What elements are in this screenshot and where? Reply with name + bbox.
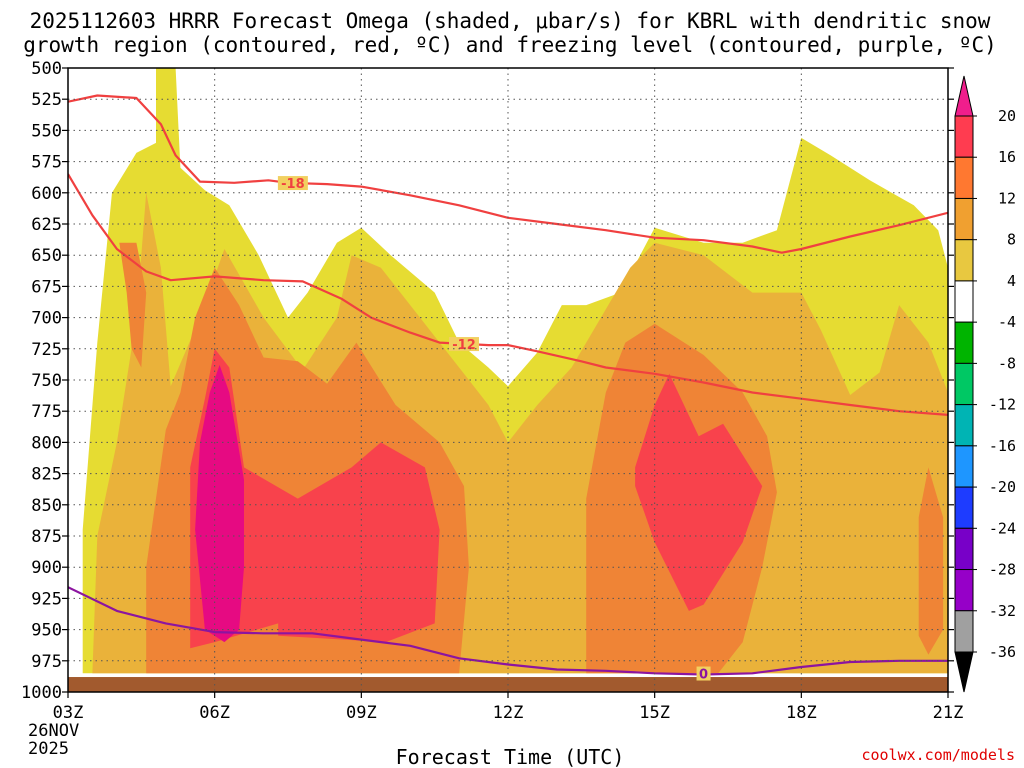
colorbar-label--8: -8 (998, 354, 1016, 372)
colorbar-swatch-8 (954, 445, 974, 488)
omega-band-12-5 (918, 467, 944, 655)
y-tick-label-600: 600 (31, 184, 62, 204)
isotherm-label--18: -18 (281, 177, 305, 192)
y-tick-label-1000: 1000 (21, 683, 62, 703)
isotherm-contours: -18 -12 0 (68, 94, 948, 683)
y-tick-label-925: 925 (31, 589, 62, 609)
isotherm-label-bg-0 (696, 666, 711, 681)
x-tick-label-21Z: 21Z (933, 703, 964, 723)
y-tick-label-575: 575 (31, 153, 62, 173)
y-tick-label-650: 650 (31, 246, 62, 266)
x-tick-label-12Z: 12Z (493, 703, 524, 723)
date-label-year: 2025 (28, 739, 69, 759)
colorbar-swatch-6 (954, 362, 974, 406)
isotherm-line--18 (68, 94, 948, 254)
y-tick-label-725: 725 (31, 340, 62, 360)
colorbar-swatch-12 (954, 610, 974, 653)
x-tick-label-09Z: 09Z (346, 703, 377, 723)
y-tick-label-700: 700 (31, 309, 62, 329)
isotherm-label-bg--12 (449, 337, 479, 352)
y-tick-label-675: 675 (31, 277, 62, 297)
y-tick-label-500: 500 (31, 59, 62, 79)
y-tick-label-800: 800 (31, 433, 62, 453)
colorbar-top-arrow (954, 75, 974, 117)
colorbar-label--28: -28 (989, 561, 1016, 579)
colorbar-label--20: -20 (989, 478, 1016, 496)
omega-band-12-2 (119, 242, 147, 368)
isotherm-line-0 (68, 586, 948, 676)
y-tick-label-975: 975 (31, 652, 62, 672)
colorbar-label--4: -4 (998, 313, 1016, 331)
colorbar-label-16: 16 (998, 148, 1016, 166)
colorbar-label--36: -36 (989, 643, 1016, 661)
omega-band-16-6 (190, 348, 440, 649)
chart-title-line1: 2025112603 HRRR Forecast Omega (shaded, … (30, 9, 991, 33)
colorbar-swatch-4 (954, 280, 974, 323)
plot-area (68, 68, 948, 692)
colorbar-label-20: 20 (998, 107, 1016, 125)
colorbar-label-8: 8 (1007, 231, 1016, 249)
colorbar-swatch-5 (954, 321, 974, 364)
omega-colorbar: 20 16 12 8 4 -4 -8 -12 -16 -20 -24 -28 -32 -36 (954, 75, 1016, 693)
x-tick-label-18Z: 18Z (786, 703, 817, 723)
x-tick-label-15Z: 15Z (639, 703, 670, 723)
isotherm-label--12: -12 (452, 338, 476, 353)
omega-band-20-8 (195, 365, 244, 643)
y-tick-label-825: 825 (31, 465, 62, 485)
omega-band-16-7 (635, 373, 763, 611)
colorbar-swatch-2 (954, 197, 974, 241)
colorbar-label--16: -16 (989, 437, 1016, 455)
y-tick-label-900: 900 (31, 558, 62, 578)
y-tick-label-950: 950 (31, 621, 62, 641)
y-tick-label-875: 875 (31, 527, 62, 547)
colorbar-swatch-7 (954, 404, 974, 447)
colorbar-label--12: -12 (989, 396, 1016, 414)
colorbar-swatch-11 (954, 569, 974, 612)
colorbar-bottom-arrow (954, 651, 974, 693)
colorbar-label-12: 12 (998, 189, 1016, 207)
x-tick-label-06Z: 06Z (199, 703, 230, 723)
colorbar-swatch-9 (954, 486, 974, 529)
colorbar-swatch-0 (954, 115, 974, 158)
y-tick-label-850: 850 (31, 496, 62, 516)
x-axis-label: Forecast Time (UTC) (396, 745, 625, 768)
chart-title-line2: growth region (contoured, red, ºC) and f… (23, 33, 997, 57)
isotherm-label-bg--18 (277, 176, 308, 191)
colorbar-label-4: 4 (1007, 272, 1016, 290)
isotherm-label-0: 0 (699, 668, 708, 683)
y-tick-label-625: 625 (31, 215, 62, 235)
colorbar-swatch-3 (954, 239, 974, 282)
date-label-day: 26NOV (28, 721, 79, 741)
credit-link[interactable]: coolwx.com/models (861, 746, 1015, 764)
colorbar-swatch-10 (954, 527, 974, 571)
gridlines (68, 68, 948, 692)
y-tick-label-750: 750 (31, 371, 62, 391)
y-tick-label-525: 525 (31, 90, 62, 110)
y-tick-label-775: 775 (31, 402, 62, 422)
y-tick-label-550: 550 (31, 121, 62, 141)
colorbar-swatch-1 (954, 156, 974, 199)
x-tick-label-03Z: 03Z (53, 703, 84, 723)
axes: 500 525 550 575 600 625 650 675 700 725 750 775 800 8… (21, 59, 963, 723)
colorbar-label--32: -32 (989, 602, 1016, 620)
colorbar-label--24: -24 (989, 519, 1016, 537)
